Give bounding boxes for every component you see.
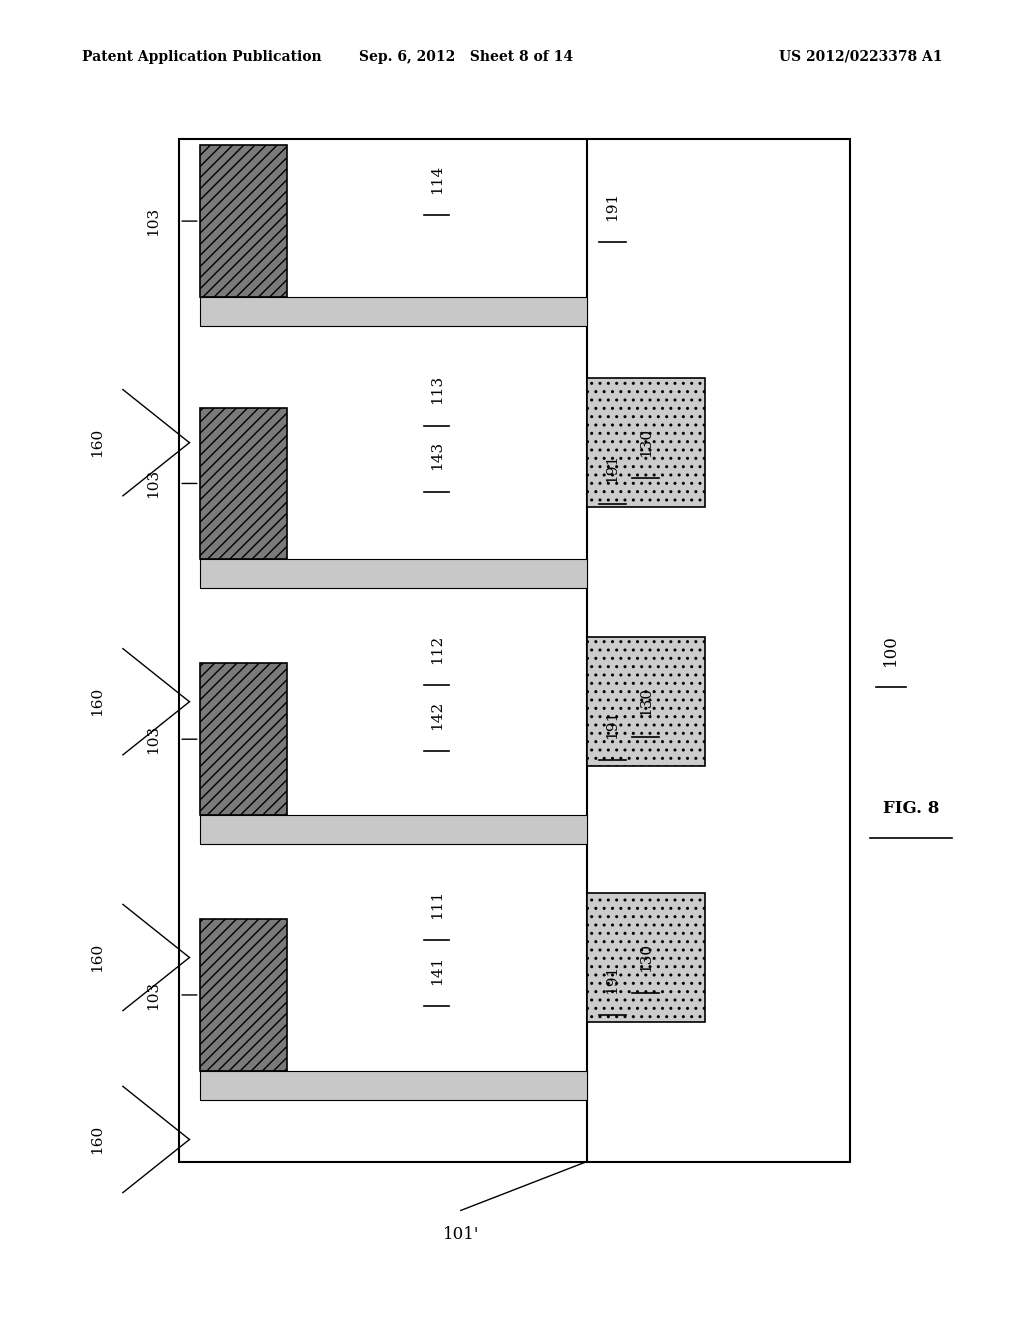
Text: 130: 130 [639,942,652,972]
Text: FIG. 8: FIG. 8 [883,800,940,817]
Text: 112: 112 [430,635,443,664]
Text: 101': 101' [442,1226,479,1242]
Text: Sep. 6, 2012   Sheet 8 of 14: Sep. 6, 2012 Sheet 8 of 14 [358,50,573,63]
Text: 160: 160 [90,428,104,457]
Bar [587,638,705,766]
Text: 103: 103 [146,469,161,498]
Text: 143: 143 [430,441,443,470]
Text: 191: 191 [605,965,620,994]
Bar [200,408,287,560]
Text: 191: 191 [605,454,620,483]
Bar [200,814,587,845]
Text: 103: 103 [146,206,161,236]
Text: 111: 111 [430,890,443,919]
Text: 160: 160 [90,688,104,717]
Text: 130: 130 [639,688,652,717]
Text: 141: 141 [430,956,443,985]
Bar [179,139,850,1162]
Text: 191: 191 [605,709,620,739]
Bar [200,919,287,1071]
Bar [587,378,705,507]
Text: 160: 160 [90,1125,104,1154]
Text: 130: 130 [639,428,652,457]
Text: Patent Application Publication: Patent Application Publication [82,50,322,63]
Text: 191: 191 [605,191,620,220]
Bar [200,297,587,326]
Text: 160: 160 [90,942,104,972]
Text: 113: 113 [430,375,443,404]
Text: 142: 142 [430,701,443,730]
Text: 100: 100 [883,634,899,667]
Text: 103: 103 [146,981,161,1010]
Text: 114: 114 [430,165,443,194]
Bar [200,663,287,814]
Text: 103: 103 [146,725,161,754]
Text: US 2012/0223378 A1: US 2012/0223378 A1 [778,50,942,63]
Bar [200,145,287,297]
Bar [200,1071,587,1100]
Bar [200,560,587,589]
Bar [587,892,705,1022]
